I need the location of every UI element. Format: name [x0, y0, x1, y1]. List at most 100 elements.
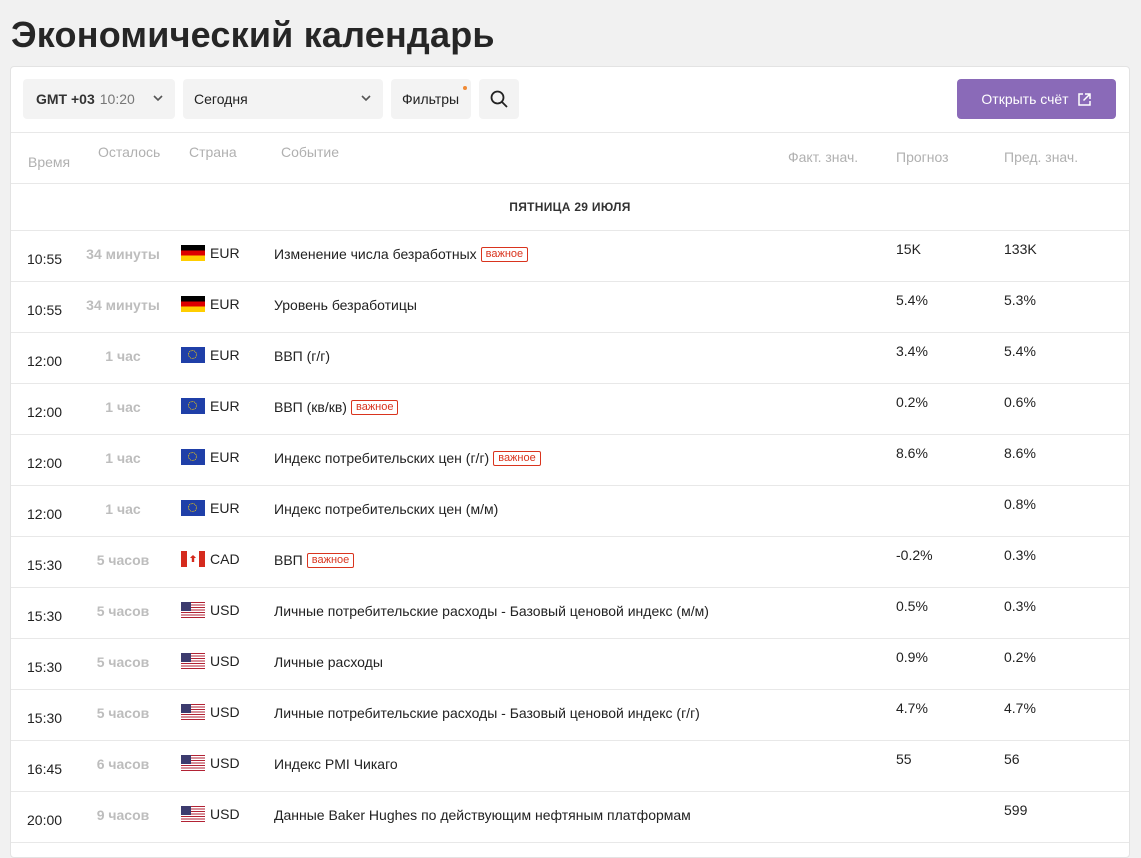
- table-row[interactable]: 15:30 5 часов USD Личные потребительские ра…: [11, 690, 1129, 741]
- col-time: Время: [28, 154, 71, 170]
- open-account-button[interactable]: Открыть счёт: [957, 79, 1116, 119]
- forecast-value: 8.6%: [896, 445, 928, 461]
- event-cell: Индекс потребительских цен (м/м): [274, 501, 498, 517]
- flag-de-icon: [181, 245, 205, 261]
- time-left: 1 час: [105, 501, 141, 517]
- important-badge: важное: [306, 552, 355, 568]
- time-left: 1 час: [105, 450, 141, 466]
- date-range-select[interactable]: Сегодня: [183, 79, 383, 119]
- event-cell: Индекс потребительских цен (г/г) важное: [274, 450, 541, 466]
- flag-ca-icon: [181, 551, 205, 567]
- country-cell: EUR: [181, 347, 240, 363]
- table-row[interactable]: 20:00 9 часов USD Данные Baker Hughes по де…: [11, 792, 1129, 843]
- event-cell: Изменение числа безработных важное: [274, 246, 529, 262]
- important-badge: важное: [350, 399, 399, 415]
- currency-code: USD: [210, 704, 240, 720]
- event-time: 12:00: [27, 506, 63, 522]
- country-cell: USD: [181, 653, 240, 669]
- timezone-label: GMT +03: [36, 91, 95, 107]
- timezone-select[interactable]: GMT +03 10:20: [23, 79, 175, 119]
- event-name[interactable]: Индекс потребительских цен (м/м): [274, 501, 499, 517]
- event-time: 12:00: [27, 404, 63, 420]
- table-row[interactable]: 15:30 5 часов USD Личные расходы 0.9% 0.2%: [11, 639, 1129, 690]
- event-name[interactable]: ВВП: [274, 552, 303, 568]
- date-range-value: Сегодня: [194, 91, 248, 107]
- event-cell: Уровень безработицы: [274, 297, 417, 313]
- event-time: 15:30: [27, 608, 63, 624]
- event-cell: Личные расходы: [274, 654, 383, 670]
- search-button[interactable]: [479, 79, 519, 119]
- table-row[interactable]: 15:30 5 часов CAD ВВП важное -0.2% 0.3%: [11, 537, 1129, 588]
- previous-value: 0.3%: [1004, 547, 1036, 563]
- currency-code: EUR: [210, 347, 240, 363]
- flag-eu-icon: [181, 500, 205, 516]
- col-left: Осталось: [98, 144, 161, 160]
- flag-us-icon: [181, 806, 205, 822]
- table-row[interactable]: 12:00 1 час EUR ВВП (кв/кв) важное 0.2% 0.6%: [11, 384, 1129, 435]
- event-cell: Личные потребительские расходы - Базовый…: [274, 603, 709, 619]
- previous-value: 0.6%: [1004, 394, 1036, 410]
- event-name[interactable]: Индекс потребительских цен (г/г): [274, 450, 490, 466]
- forecast-value: 3.4%: [896, 343, 928, 359]
- previous-value: 0.8%: [1004, 496, 1036, 512]
- chevron-down-icon: [153, 95, 163, 102]
- country-cell: EUR: [181, 500, 240, 516]
- flag-us-icon: [181, 704, 205, 720]
- country-cell: USD: [181, 602, 240, 618]
- forecast-value: 0.9%: [896, 649, 928, 665]
- table-row[interactable]: 12:00 1 час EUR Индекс потребительских цен …: [11, 435, 1129, 486]
- event-name[interactable]: ВВП (кв/кв): [274, 399, 347, 415]
- event-cell: ВВП (г/г): [274, 348, 330, 364]
- flag-us-icon: [181, 602, 205, 618]
- time-left: 1 час: [105, 348, 141, 364]
- event-cell: ВВП важное: [274, 552, 355, 568]
- time-left: 5 часов: [96, 603, 150, 619]
- time-left: 34 минуты: [86, 297, 160, 313]
- event-time: 15:30: [27, 659, 63, 675]
- flag-us-icon: [181, 755, 205, 771]
- event-name[interactable]: Личные расходы: [274, 654, 383, 670]
- table-row[interactable]: 10:55 34 минуты EUR Изменение числа безрабо…: [11, 231, 1129, 282]
- flag-de-icon: [181, 296, 205, 312]
- previous-value: 5.4%: [1004, 343, 1036, 359]
- forecast-value: 4.7%: [896, 700, 928, 716]
- filters-button[interactable]: Фильтры: [391, 79, 471, 119]
- table-row[interactable]: 10:55 34 минуты EUR Уровень безработицы 5.4%…: [11, 282, 1129, 333]
- event-name[interactable]: Уровень безработицы: [274, 297, 417, 313]
- filters-label: Фильтры: [402, 91, 460, 107]
- country-cell: USD: [181, 704, 240, 720]
- event-name[interactable]: Индекс PMI Чикаго: [274, 756, 398, 772]
- calendar-card: GMT +03 10:20 Сегодня Фильтры Открыть сч…: [10, 66, 1130, 858]
- event-name[interactable]: Личные потребительские расходы - Базовый…: [274, 603, 709, 619]
- forecast-value: 5.4%: [896, 292, 928, 308]
- time-left: 34 минуты: [86, 246, 160, 262]
- event-name[interactable]: ВВП (г/г): [274, 348, 331, 364]
- time-left: 6 часов: [96, 756, 150, 772]
- event-time: 12:00: [27, 455, 63, 471]
- event-cell: Данные Baker Hughes по действующим нефтя…: [274, 807, 691, 823]
- table-row[interactable]: 16:45 6 часов USD Индекс PMI Чикаго 55 56: [11, 741, 1129, 792]
- previous-value: 0.3%: [1004, 598, 1036, 614]
- filters-indicator-dot: [463, 86, 467, 90]
- event-name[interactable]: Данные Baker Hughes по действующим нефтя…: [274, 807, 691, 823]
- event-name[interactable]: Изменение числа безработных: [274, 246, 477, 262]
- previous-value: 8.6%: [1004, 445, 1036, 461]
- event-cell: Личные потребительские расходы - Базовый…: [274, 705, 700, 721]
- col-forecast: Прогноз: [896, 149, 949, 165]
- currency-code: USD: [210, 755, 240, 771]
- event-name[interactable]: Личные потребительские расходы - Базовый…: [274, 705, 700, 721]
- forecast-value: 0.2%: [896, 394, 928, 410]
- forecast-value: 55: [896, 751, 912, 767]
- table-row[interactable]: 12:00 1 час EUR ВВП (г/г) 3.4% 5.4%: [11, 333, 1129, 384]
- time-left: 5 часов: [96, 705, 150, 721]
- table-row[interactable]: 12:00 1 час EUR Индекс потребительских цен …: [11, 486, 1129, 537]
- time-left: 1 час: [105, 399, 141, 415]
- time-left: 5 часов: [96, 552, 150, 568]
- col-previous: Пред. знач.: [1004, 149, 1079, 165]
- table-row[interactable]: 15:30 5 часов USD Личные потребительские ра…: [11, 588, 1129, 639]
- currency-code: USD: [210, 602, 240, 618]
- previous-value: 133K: [1004, 241, 1037, 257]
- toolbar: GMT +03 10:20 Сегодня Фильтры Открыть сч…: [11, 67, 1129, 133]
- external-link-icon: [1077, 92, 1091, 106]
- country-cell: EUR: [181, 449, 240, 465]
